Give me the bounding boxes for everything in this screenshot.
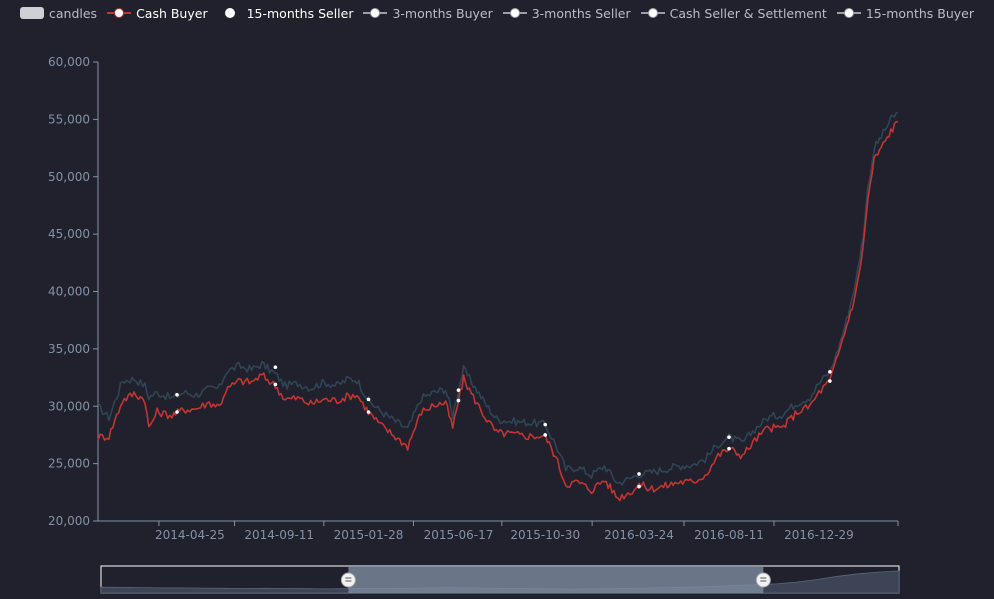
- zoom-handle-start[interactable]: [340, 572, 356, 588]
- series-marker: [637, 484, 641, 489]
- y-tick-label: 60,000: [48, 55, 90, 69]
- series-marker: [828, 370, 832, 374]
- legend-line-icon: [502, 6, 527, 20]
- series-marker: [828, 379, 832, 383]
- series-line-15-months-seller: [97, 111, 899, 486]
- x-tick-label: 2016-12-29: [784, 528, 854, 542]
- series-marker: [273, 382, 278, 387]
- legend-label: 15-months Seller: [246, 5, 354, 21]
- series-marker: [366, 397, 371, 402]
- legend-item-3-months-buyer[interactable]: 3-months Buyer: [363, 5, 493, 21]
- legend-item-cash-buyer[interactable]: Cash Buyer: [107, 6, 208, 21]
- legend-item-15-months-buyer[interactable]: 15-months Buyer: [836, 5, 975, 21]
- legend-label: 3-months Buyer: [392, 5, 493, 21]
- series-marker: [543, 422, 548, 427]
- legend-line-icon: [107, 6, 132, 20]
- x-tick-label: 2014-04-25: [155, 528, 225, 542]
- series-line-cash-buyer: [97, 120, 899, 502]
- series-marker: [175, 410, 179, 414]
- y-tick-label: 50,000: [48, 170, 90, 184]
- x-tick-label: 2015-06-17: [424, 528, 494, 542]
- zoom-handle-end[interactable]: [755, 572, 771, 588]
- y-tick-label: 40,000: [48, 285, 90, 299]
- x-tick-label: 2015-01-28: [334, 528, 404, 542]
- y-tick-label: 45,000: [48, 227, 90, 241]
- legend-item-candles[interactable]: candles: [19, 5, 98, 21]
- x-tick-label: 2016-08-11: [694, 528, 764, 542]
- series-marker: [273, 365, 278, 370]
- y-tick-label: 35,000: [48, 342, 90, 356]
- legend-line-icon: [640, 6, 665, 20]
- y-tick-label: 20,000: [48, 514, 90, 528]
- legend-label: Cash Buyer: [136, 5, 208, 21]
- x-tick-label: 2015-10-30: [510, 528, 580, 542]
- legend-item-cash-seller-settlement[interactable]: Cash Seller & Settlement: [640, 5, 827, 21]
- legend-item-3-months-seller[interactable]: 3-months Seller: [502, 5, 631, 21]
- series-marker: [456, 398, 461, 403]
- series-marker: [543, 433, 548, 437]
- series-marker: [727, 446, 731, 451]
- chart-legend: candles Cash Buyer 15-months Seller 3-month…: [0, 3, 994, 23]
- legend-line-icon: [218, 6, 242, 20]
- legend-label: Cash Seller & Settlement: [669, 5, 827, 21]
- legend-line-icon: [836, 6, 861, 20]
- legend-line-icon: [363, 6, 388, 20]
- legend-label: candles: [48, 5, 98, 21]
- y-tick-label: 55,000: [48, 112, 90, 126]
- series-marker: [366, 410, 371, 414]
- x-tick-label: 2016-03-24: [604, 528, 674, 542]
- series-marker: [727, 435, 731, 440]
- series-marker: [456, 388, 461, 392]
- y-tick-label: 30,000: [48, 399, 90, 413]
- series-marker: [637, 472, 641, 476]
- zoom-selected-range: [348, 566, 764, 593]
- legend-label: 15-months Buyer: [865, 5, 975, 21]
- legend-box-icon: [19, 7, 44, 19]
- legend-label: 3-months Seller: [531, 5, 631, 21]
- y-tick-label: 25,000: [48, 457, 90, 471]
- legend-item-15-months-seller[interactable]: 15-months Seller: [218, 5, 354, 21]
- x-tick-label: 2014-09-11: [244, 528, 314, 542]
- series-marker: [175, 392, 179, 397]
